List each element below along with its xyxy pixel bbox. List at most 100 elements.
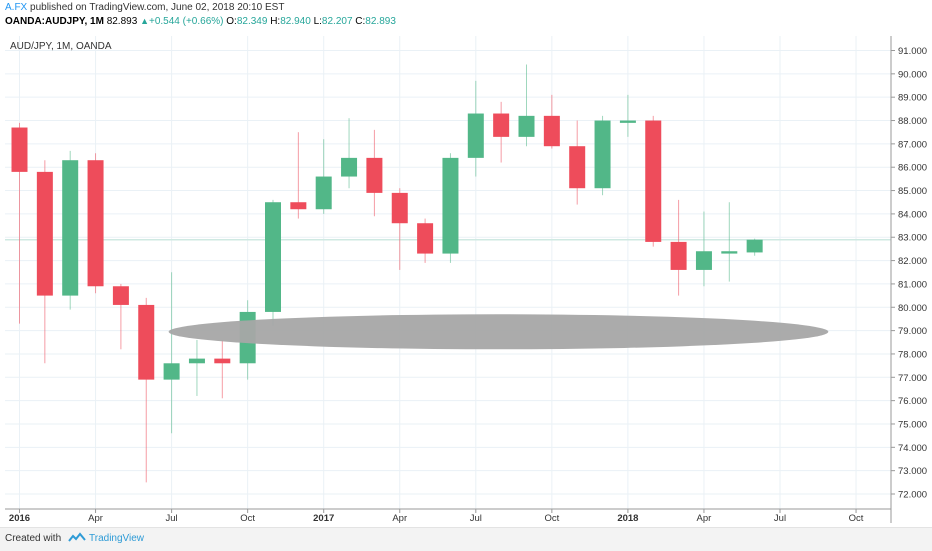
author-link[interactable]: A.FX [5, 2, 28, 13]
symbol-name: OANDA:AUDJPY, 1M [5, 16, 104, 27]
candle-body [112, 286, 129, 305]
candle-body [670, 241, 687, 270]
candlestick-chart[interactable]: 72.000 73.000 74.000 75.000 76.000 77.000 78.0… [0, 0, 932, 527]
close-label: C: [355, 16, 366, 27]
candle[interactable] [188, 339, 205, 396]
up-triangle-icon: ▲ [140, 16, 149, 26]
candle-body [341, 157, 358, 177]
candle[interactable] [36, 160, 53, 364]
candle[interactable] [518, 64, 535, 147]
candle[interactable] [746, 238, 763, 256]
candle[interactable] [594, 115, 611, 196]
ellipse-annotation-layer[interactable] [168, 314, 829, 350]
candle-body [138, 304, 155, 380]
candle[interactable] [341, 118, 358, 189]
y-tick-label: 82.000 [898, 256, 927, 267]
tradingview-brand-link[interactable]: TradingView [89, 533, 145, 544]
candle[interactable] [138, 297, 155, 483]
y-tick-label: 77.000 [898, 373, 927, 384]
candle-body [493, 113, 510, 137]
candle[interactable] [11, 122, 28, 324]
candle-body [265, 202, 281, 312]
x-tick-label: 2018 [617, 513, 638, 524]
candle[interactable] [417, 218, 434, 263]
candle[interactable] [112, 283, 129, 350]
candle-body [366, 157, 383, 193]
candle-body [746, 239, 763, 253]
y-tick-label: 89.000 [898, 93, 927, 104]
high-label: H: [270, 16, 281, 27]
candle-body [594, 120, 611, 189]
candle-body [315, 176, 332, 210]
candle[interactable] [467, 80, 484, 177]
y-tick-label: 84.000 [898, 209, 927, 220]
candle[interactable] [619, 94, 636, 137]
candle-body [543, 115, 560, 147]
x-tick-label: Apr [392, 513, 407, 524]
axes-layer: 72.000 73.000 74.000 75.000 76.000 77.000 78.0… [5, 36, 927, 524]
candle[interactable] [265, 199, 281, 326]
candle-body [569, 146, 586, 189]
y-tick-label: 90.000 [898, 69, 927, 80]
candle[interactable] [315, 139, 332, 214]
x-tick-label: Apr [88, 513, 103, 524]
x-tick-label: Jul [166, 513, 178, 524]
chart-title: AUD/JPY, 1M, OANDA [10, 41, 112, 52]
x-tick-label: Apr [697, 513, 712, 524]
open-label: O: [226, 16, 237, 27]
candle-body [721, 251, 738, 254]
candle-body [290, 202, 307, 210]
candle[interactable] [163, 272, 180, 434]
candle[interactable] [670, 199, 687, 296]
low-label: L: [313, 16, 322, 27]
price-change: +0.544 (+0.66%) [148, 16, 224, 27]
x-tick-label: Oct [240, 513, 255, 524]
candle-body [467, 113, 484, 158]
candle[interactable] [543, 94, 560, 149]
y-tick-label: 86.000 [898, 163, 927, 174]
candle-body [518, 115, 535, 137]
candle-body [619, 120, 636, 123]
candle-body [163, 363, 180, 380]
last-price: 82.893 [106, 16, 138, 27]
y-tick-label: 91.000 [898, 46, 927, 57]
y-tick-label: 83.000 [898, 233, 927, 244]
tradingview-logo-icon[interactable] [68, 532, 86, 544]
candle[interactable] [290, 132, 307, 219]
symbol-line: OANDA:AUDJPY, 1M 82.893 ▲+0.544 (+0.66%)… [5, 16, 396, 27]
y-tick-label: 72.000 [898, 490, 927, 501]
publish-line: A.FX published on TradingView.com, June … [5, 2, 284, 13]
candle-body [214, 358, 231, 364]
candle[interactable] [493, 101, 510, 163]
candle[interactable] [721, 202, 738, 282]
y-tick-label: 81.000 [898, 279, 927, 290]
grid-layer [5, 36, 891, 509]
y-tick-label: 76.000 [898, 396, 927, 407]
candle[interactable] [366, 129, 383, 217]
y-tick-label: 88.000 [898, 116, 927, 127]
support-ellipse-annotation[interactable] [168, 314, 829, 350]
y-tick-label: 78.000 [898, 349, 927, 360]
candle[interactable] [569, 120, 586, 205]
candle[interactable] [645, 115, 662, 247]
candle[interactable] [391, 188, 408, 270]
candle[interactable] [442, 153, 459, 263]
y-tick-label: 85.000 [898, 186, 927, 197]
candle-body [417, 223, 434, 254]
candle[interactable] [87, 153, 104, 294]
y-tick-label: 87.000 [898, 139, 927, 150]
candle[interactable] [214, 339, 231, 399]
candle[interactable] [695, 211, 712, 287]
candle-body [391, 192, 408, 224]
low-value: 82.207 [321, 16, 353, 27]
candle-body [442, 157, 459, 254]
x-tick-label: Oct [544, 513, 559, 524]
candle-body [36, 171, 53, 296]
y-tick-label: 80.000 [898, 303, 927, 314]
open-value: 82.349 [236, 16, 268, 27]
candle[interactable] [62, 150, 79, 310]
candles-layer[interactable] [11, 64, 763, 483]
candle-body [62, 160, 79, 296]
y-tick-label: 73.000 [898, 466, 927, 477]
created-with-text: Created with [5, 533, 62, 544]
